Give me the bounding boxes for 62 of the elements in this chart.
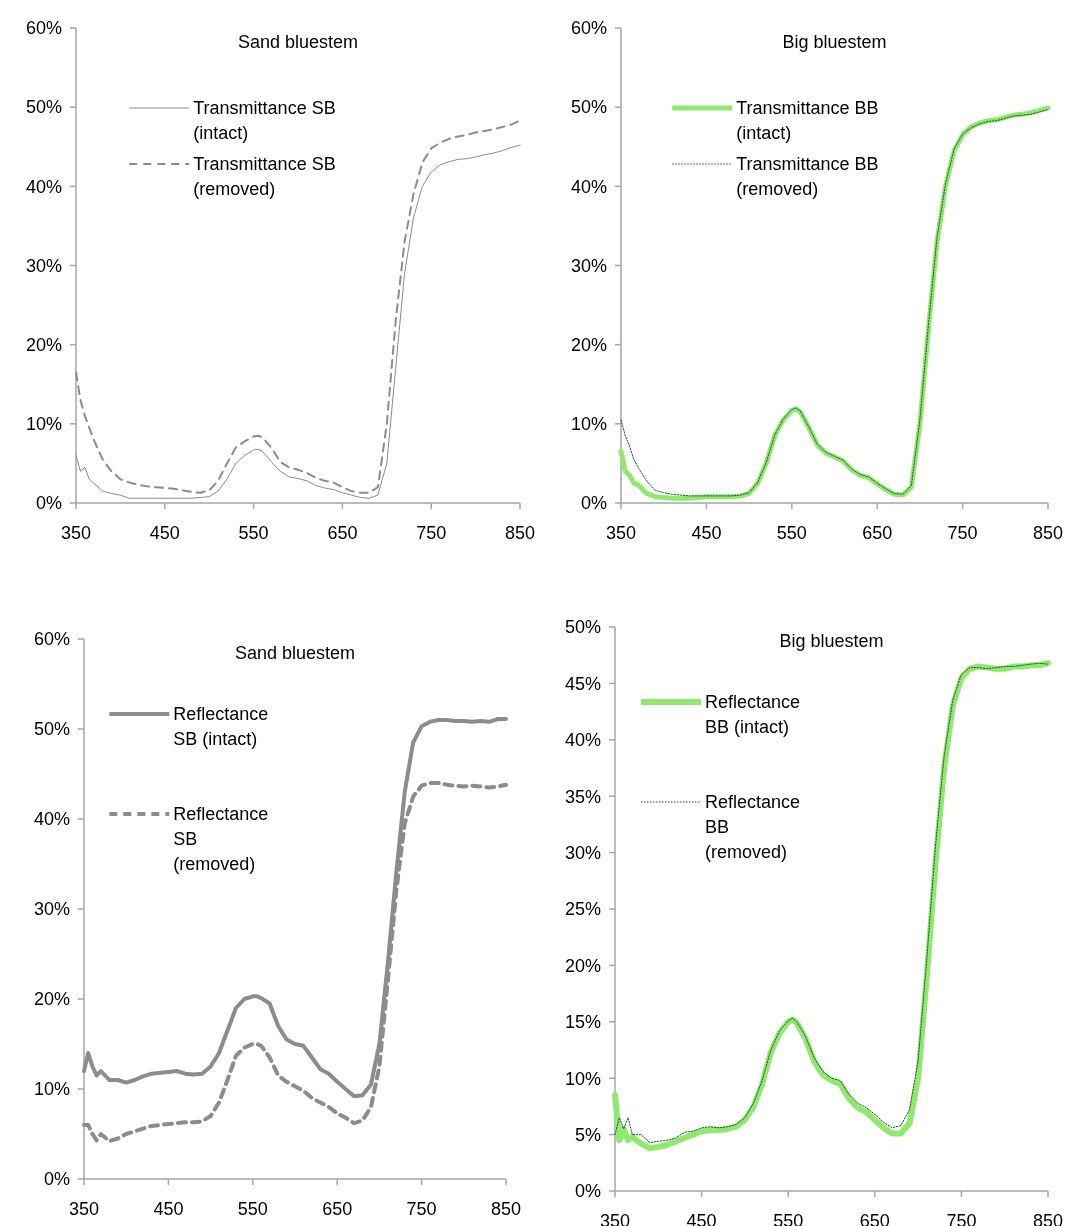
x-tick-label: 450 — [149, 523, 180, 543]
x-tick-label: 850 — [504, 523, 536, 543]
x-tick-label: 750 — [406, 1199, 437, 1219]
y-tick-label: 20% — [25, 334, 62, 355]
legend-label: Transmittance BB (intact) — [736, 98, 879, 144]
legend-label: Reflectance SB (removed) — [173, 804, 269, 875]
legend-label: Transmittance BB (removed) — [736, 154, 879, 200]
legend-label: Reflectance BB (intact) — [704, 692, 801, 738]
y-tick-label: 10% — [25, 414, 62, 435]
x-tick-label: 350 — [605, 523, 637, 543]
y-tick-label: 45% — [564, 673, 601, 694]
x-tick-label: 750 — [947, 523, 978, 543]
chart-title: Big bluestem — [779, 631, 884, 651]
y-tick-label: 60% — [570, 18, 607, 39]
y-tick-label: 60% — [25, 18, 62, 39]
y-tick-label: 30% — [33, 899, 70, 920]
y-tick-label: 60% — [33, 629, 70, 650]
x-tick-label: 450 — [153, 1199, 184, 1219]
y-tick-label: 30% — [564, 842, 601, 863]
chart-title: Sand bluestem — [234, 643, 356, 663]
y-tick-label: 40% — [570, 176, 607, 197]
y-tick-label: 35% — [564, 786, 601, 807]
y-tick-label: 50% — [25, 97, 62, 118]
chart-title: Big bluestem — [782, 32, 887, 52]
chart-title: Sand bluestem — [237, 32, 359, 52]
y-tick-label: 10% — [570, 414, 607, 435]
y-tick-label: 30% — [570, 255, 607, 276]
y-tick-label: 40% — [25, 176, 62, 197]
x-tick-label: 550 — [776, 523, 807, 543]
y-tick-label: 50% — [570, 97, 607, 118]
x-tick-label: 650 — [327, 523, 358, 543]
x-tick-label: 550 — [237, 1199, 268, 1219]
legend-label: Reflectance SB (intact) — [173, 704, 269, 750]
legend-label: Reflectance BB (removed) — [704, 792, 801, 863]
legend-label: Transmittance SB (removed) — [193, 154, 336, 200]
y-tick-label: 50% — [33, 719, 70, 740]
x-tick-label: 650 — [322, 1199, 353, 1219]
y-tick-label: 20% — [33, 989, 70, 1010]
y-tick-label: 20% — [570, 334, 607, 355]
x-tick-label: 350 — [60, 523, 92, 543]
y-tick-label: 10% — [33, 1079, 70, 1100]
y-tick-label: 25% — [564, 899, 601, 920]
y-tick-label: 10% — [564, 1068, 601, 1089]
y-tick-label: 40% — [564, 730, 601, 751]
y-tick-label: 50% — [564, 617, 601, 638]
x-tick-label: 650 — [862, 523, 893, 543]
x-tick-label: 550 — [238, 523, 269, 543]
y-tick-label: 5% — [574, 1124, 601, 1145]
y-tick-label: 0% — [580, 493, 607, 514]
y-tick-label: 15% — [564, 1012, 601, 1033]
y-tick-label: 0% — [35, 493, 62, 514]
y-tick-label: 20% — [564, 955, 601, 976]
x-tick-label: 750 — [416, 523, 447, 543]
x-tick-label: 450 — [691, 523, 722, 543]
x-tick-label: 350 — [68, 1199, 100, 1219]
legend-label: Transmittance SB (intact) — [193, 98, 336, 144]
y-tick-label: 40% — [33, 809, 70, 830]
y-tick-label: 30% — [25, 255, 62, 276]
x-tick-label: 850 — [490, 1199, 522, 1219]
y-tick-label: 0% — [574, 1181, 601, 1202]
y-tick-label: 0% — [43, 1169, 70, 1190]
x-tick-label: 850 — [1032, 523, 1064, 543]
